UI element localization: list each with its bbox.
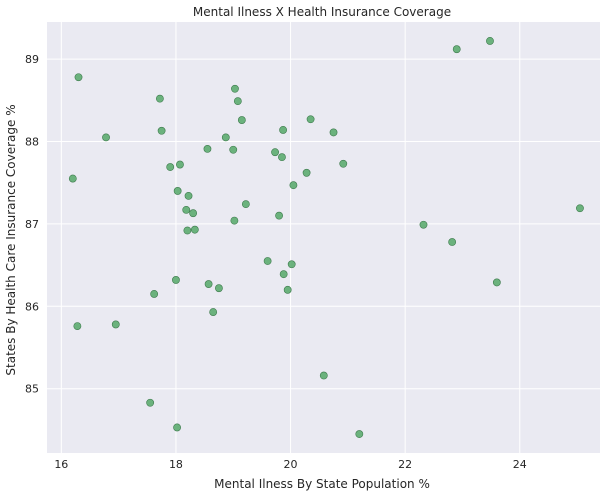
data-point	[278, 153, 286, 162]
data-point	[173, 187, 182, 195]
data-point	[166, 163, 175, 171]
data-point	[182, 205, 191, 214]
data-point	[448, 238, 457, 246]
x-tick-label: 20	[284, 458, 298, 471]
data-point	[157, 126, 166, 135]
data-point	[263, 257, 272, 265]
data-point	[452, 45, 461, 54]
data-point	[302, 168, 311, 177]
y-tick-labels: 85 86 87 88 89	[25, 53, 39, 396]
data-point	[271, 148, 279, 157]
data-point	[146, 398, 155, 407]
data-point	[221, 133, 230, 142]
data-point	[176, 160, 184, 169]
data-point	[279, 126, 287, 134]
data-point	[102, 133, 110, 142]
y-tick-label: 85	[25, 383, 39, 396]
x-tick-label: 18	[169, 458, 183, 471]
data-points	[68, 37, 584, 438]
data-point	[68, 174, 77, 183]
y-tick-label: 86	[25, 300, 39, 313]
data-point	[204, 280, 213, 288]
data-point	[241, 200, 250, 209]
grid-lines	[47, 22, 600, 453]
data-point	[172, 276, 180, 284]
data-point	[215, 284, 223, 293]
y-tick-label: 88	[25, 135, 39, 148]
data-point	[279, 270, 288, 279]
data-point	[111, 320, 120, 329]
data-point	[289, 181, 298, 190]
y-tick-label: 89	[25, 53, 39, 66]
data-point	[183, 226, 192, 235]
data-point	[190, 225, 199, 234]
data-point	[339, 159, 348, 168]
data-point	[319, 371, 328, 380]
data-point	[229, 145, 238, 154]
data-point	[329, 128, 338, 137]
data-point	[189, 209, 198, 218]
data-point	[419, 220, 428, 229]
data-point	[492, 278, 501, 287]
data-point	[150, 290, 159, 298]
data-point	[233, 97, 242, 106]
data-point	[155, 94, 164, 103]
data-point	[275, 211, 283, 220]
y-tick-label: 87	[25, 218, 39, 231]
data-point	[287, 260, 296, 269]
data-point	[306, 115, 315, 124]
data-point	[173, 423, 181, 432]
plot-area	[47, 22, 600, 453]
data-point	[283, 285, 292, 294]
x-axis-label: Mental Ilness By State Population %	[214, 477, 430, 491]
data-point	[230, 216, 239, 225]
y-axis-label: States By Health Care Insurance Coverage…	[4, 104, 18, 375]
data-point	[184, 191, 193, 200]
data-point	[73, 322, 82, 330]
x-tick-label: 24	[513, 458, 527, 471]
x-tick-label: 22	[398, 458, 412, 471]
data-point	[355, 430, 364, 438]
chart-title: Mental Ilness X Health Insurance Coverag…	[193, 5, 451, 19]
data-point	[231, 84, 239, 93]
data-point	[209, 308, 218, 316]
x-tick-label: 16	[54, 458, 68, 471]
data-point	[74, 73, 83, 82]
data-point	[576, 204, 584, 213]
data-point	[203, 145, 212, 153]
x-tick-labels: 16 18 20 22 24	[54, 458, 526, 471]
data-point	[237, 116, 246, 124]
data-point	[486, 37, 494, 45]
